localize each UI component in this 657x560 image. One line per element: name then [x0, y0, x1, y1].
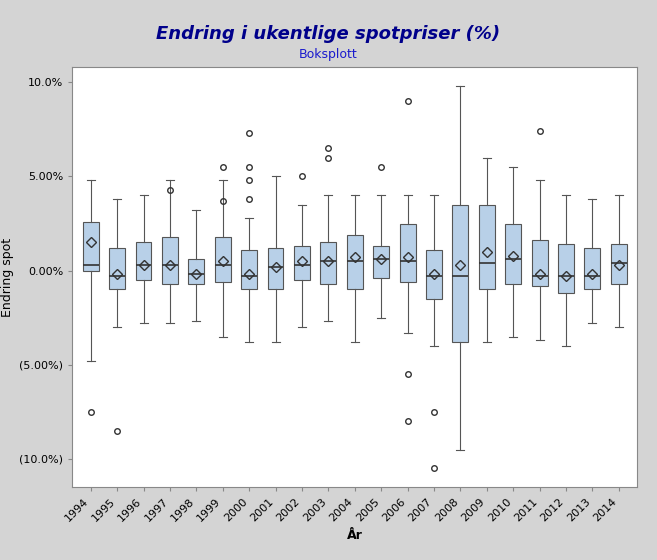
PathPatch shape: [215, 237, 231, 282]
Text: Endring i ukentlige spotpriser (%): Endring i ukentlige spotpriser (%): [156, 25, 501, 43]
PathPatch shape: [321, 242, 336, 284]
PathPatch shape: [532, 240, 547, 286]
PathPatch shape: [585, 248, 600, 290]
PathPatch shape: [399, 223, 415, 282]
PathPatch shape: [479, 205, 495, 290]
PathPatch shape: [162, 237, 178, 284]
PathPatch shape: [611, 244, 627, 284]
PathPatch shape: [189, 259, 204, 284]
Y-axis label: Endring spot: Endring spot: [1, 237, 14, 317]
PathPatch shape: [294, 246, 310, 280]
PathPatch shape: [241, 250, 257, 290]
Text: Boksplott: Boksplott: [299, 48, 358, 60]
PathPatch shape: [426, 250, 442, 299]
PathPatch shape: [453, 205, 468, 342]
PathPatch shape: [109, 248, 125, 290]
PathPatch shape: [267, 248, 283, 290]
PathPatch shape: [505, 223, 521, 284]
PathPatch shape: [558, 244, 574, 293]
X-axis label: År: År: [347, 529, 363, 542]
PathPatch shape: [373, 246, 389, 278]
PathPatch shape: [347, 235, 363, 290]
PathPatch shape: [83, 222, 99, 270]
PathPatch shape: [135, 242, 152, 280]
